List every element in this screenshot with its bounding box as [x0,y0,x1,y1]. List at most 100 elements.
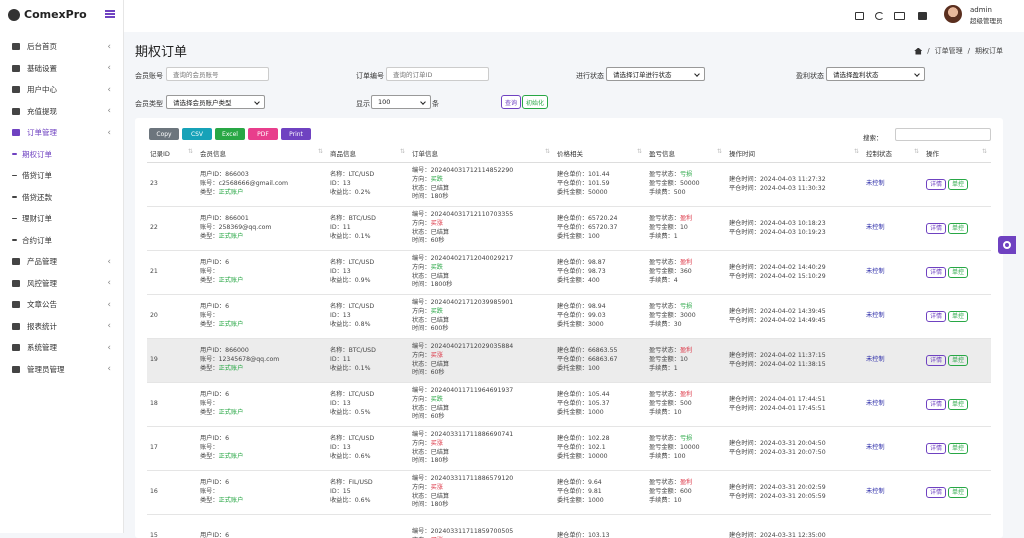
action-button[interactable]: 单控 [948,355,968,366]
search-input[interactable] [895,128,991,141]
submenu-item[interactable]: 理财订单 [0,208,123,229]
action-button[interactable]: 详情 [926,179,946,190]
info-line: 平仓单价：99.03 [557,312,646,321]
menu-item[interactable]: 报表统计‹ [0,316,123,337]
submenu-item[interactable]: 借贷订单 [0,165,123,186]
action-button[interactable]: 详情 [926,399,946,410]
column-header[interactable]: 操作 [923,144,991,163]
info-value: LTC/USD [349,303,375,310]
menu-item[interactable]: 系统管理‹ [0,337,123,358]
menu-item[interactable]: 用户中心‹ [0,79,123,100]
message-icon[interactable] [918,12,927,20]
info-line: 编号：202403311711886579120 [412,475,554,484]
info-label: 时间： [412,281,431,288]
column-header[interactable]: 操作时间 [726,144,863,163]
status-select[interactable]: 请选择订单进行状态 [606,67,705,81]
action-button[interactable]: 详情 [926,443,946,454]
info-line: 平仓单价：101.59 [557,180,646,189]
menu-icon [12,196,17,198]
submenu-item[interactable]: 合约订单 [0,230,123,251]
action-button[interactable]: 单控 [948,399,968,410]
info-line: 状态：已结算 [412,361,554,370]
info-label: 平仓单价： [557,400,588,407]
menu-icon [12,301,20,308]
info-label: 建仓时间： [729,176,760,183]
fullscreen-icon[interactable] [855,12,864,20]
menu-item[interactable]: 订单管理‹ [0,122,123,143]
menu-label: 借贷还款 [22,192,52,203]
record-id: 23 [147,163,197,207]
info-value: LTC/USD [349,259,375,266]
action-button[interactable]: 单控 [948,267,968,278]
type-select[interactable]: 请选择会员账户类型 [166,95,265,109]
info-line: 平仓时间：2024-04-02 14:49:45 [729,317,863,326]
info-label: 建仓单价： [557,259,588,266]
menu-item[interactable]: 充值提现‹ [0,101,123,122]
column-header[interactable]: 盈亏信息 [646,144,726,163]
info-label: 委托金额： [557,277,588,284]
settings-button[interactable] [998,236,1016,254]
export-button[interactable]: Copy [149,128,179,140]
menu-item[interactable]: 管理员管理‹ [0,359,123,380]
menu-item[interactable]: 基础设置‹ [0,58,123,79]
info-line: 建仓时间：2024-04-03 11:27:32 [729,176,863,185]
action-button[interactable]: 单控 [948,311,968,322]
money-icon[interactable] [894,12,905,20]
info-label: 手续费： [649,453,674,460]
info-value: 2024-04-02 11:37:15 [760,352,826,359]
action-button[interactable]: 详情 [926,311,946,322]
info-label: 账号： [200,356,219,363]
column-header[interactable]: 记录ID [147,144,197,163]
action-button[interactable]: 详情 [926,487,946,498]
info-line: 手续费：100 [649,453,726,462]
action-button[interactable]: 详情 [926,355,946,366]
export-button[interactable]: CSV [182,128,212,140]
order-input[interactable]: 查询的订单ID [386,67,489,81]
action-button[interactable]: 详情 [926,223,946,234]
reset-button[interactable]: 初始化 [522,95,548,109]
breadcrumb-item[interactable]: 订单管理 [935,46,963,56]
info-value: 2024-03-31 20:05:59 [760,493,826,500]
submenu-item[interactable]: 期权订单 [0,144,123,165]
action-button[interactable]: 单控 [948,443,968,454]
user-name[interactable]: admin [970,6,992,14]
column-header[interactable]: 订单信息 [409,144,554,163]
action-button[interactable]: 单控 [948,487,968,498]
export-button[interactable]: PDF [248,128,278,140]
action-button[interactable]: 单控 [948,223,968,234]
info-value: 2024-04-02 14:39:45 [760,308,826,315]
column-header[interactable]: 商品信息 [327,144,409,163]
info-label: 盈亏金额： [649,356,680,363]
info-line: 委托金额：3000 [557,321,646,330]
page-size-select[interactable]: 100 [371,95,431,109]
info-line: 方向：买涨 [412,352,554,361]
profit-select[interactable]: 请选择盈利状态 [826,67,925,81]
column-header[interactable]: 价格相关 [554,144,646,163]
menu-item[interactable]: 后台首页‹ [0,36,123,57]
avatar[interactable] [944,5,962,23]
info-label: 委托金额： [557,409,588,416]
action-button[interactable]: 详情 [926,267,946,278]
search-button[interactable]: 查询 [501,95,521,109]
member-input[interactable]: 查询的会员账号 [166,67,269,81]
action-button[interactable]: 单控 [948,179,968,190]
home-icon[interactable] [914,48,922,55]
export-button[interactable]: Excel [215,128,245,140]
menu-toggle[interactable] [105,10,115,18]
control-status: 未控制 [866,444,885,451]
info-line: 平仓时间：2024-04-02 15:10:29 [729,273,863,282]
order-cell: 编号：202403311711859700505方向：买涨 [409,515,554,538]
column-header[interactable]: 控制状态 [863,144,923,163]
info-line: 时间：600秒 [412,325,554,334]
info-value: 0.5% [355,409,371,416]
theme-icon[interactable] [875,12,884,20]
info-value: LTC/USD [349,435,375,442]
menu-item[interactable]: 风控管理‹ [0,273,123,294]
column-header[interactable]: 会员信息 [197,144,327,163]
submenu-item[interactable]: 借贷还款 [0,187,123,208]
menu-item[interactable]: 产品管理‹ [0,251,123,272]
info-value: 3000 [680,312,696,319]
menu-item[interactable]: 文章公告‹ [0,294,123,315]
export-button[interactable]: Print [281,128,311,140]
